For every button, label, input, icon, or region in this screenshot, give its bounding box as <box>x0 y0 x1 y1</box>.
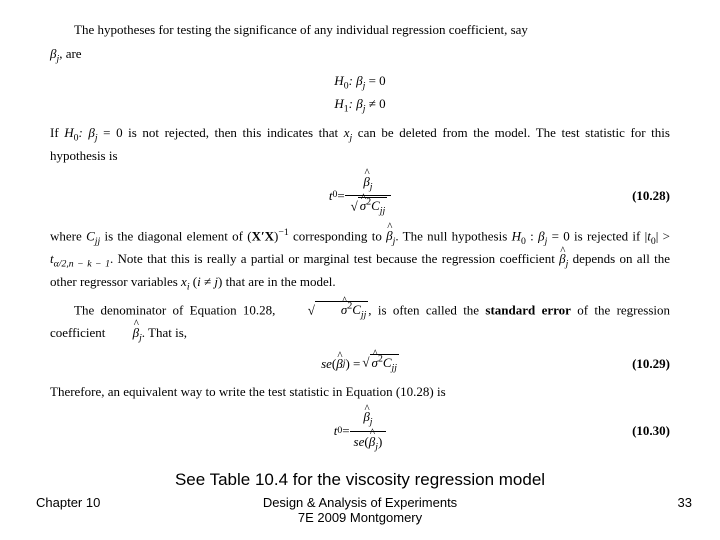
equation-10-29: se(βj) = √σ2Cjj (10.29) <box>50 352 670 376</box>
text: : <box>526 228 538 243</box>
footer-chapter: Chapter 10 <box>36 495 100 510</box>
text: = 0 is not rejected, then this indicates… <box>98 125 344 140</box>
sym: : β <box>349 96 363 111</box>
h1-line: H1: βj ≠ 0 <box>50 94 670 117</box>
sqrt: √σ2Cjj <box>282 300 369 324</box>
text: ) = <box>345 354 360 374</box>
fraction: βj se(βj) <box>350 407 387 454</box>
sym: : β <box>349 73 363 88</box>
text: Therefore, an equivalent way to write th… <box>50 384 446 399</box>
paragraph-3: where Cjj is the diagonal element of (X′… <box>50 226 670 296</box>
sym: C <box>352 302 361 317</box>
sym: X′X <box>252 228 274 243</box>
slide-footer: Chapter 10 Design & Analysis of Experime… <box>0 495 720 526</box>
footer-page-number: 33 <box>678 495 692 510</box>
text: where <box>50 228 86 243</box>
sym: β <box>336 354 342 374</box>
sym: σ <box>372 353 378 373</box>
equation-10-30: t0 = βj se(βj) (10.30) <box>50 407 670 454</box>
sqrt: √σ2Cjj <box>360 352 399 376</box>
sym: se <box>354 434 365 449</box>
paragraph-4: The denominator of Equation 10.28, √σ2Cj… <box>50 300 670 347</box>
footer-title: Design & Analysis of Experiments <box>263 495 457 510</box>
footer-center: Design & Analysis of Experiments 7E 2009… <box>0 495 720 526</box>
text: = 0 is rejected if | <box>547 228 647 243</box>
term-bold: standard error <box>485 302 571 317</box>
footer-subtitle: 7E 2009 Montgomery <box>298 510 422 525</box>
paragraph-1b: βj, are <box>50 44 670 67</box>
paragraph-2: If H0: βj = 0 is not rejected, then this… <box>50 123 670 166</box>
sym: : β <box>79 125 95 140</box>
sym: C <box>383 355 392 370</box>
sym: C <box>371 198 380 213</box>
fraction: βj √σ2Cjj <box>345 172 392 220</box>
sym: β <box>109 323 139 343</box>
equation-number: (10.28) <box>632 186 670 206</box>
sub: j <box>375 441 378 452</box>
text: . That is, <box>142 325 187 340</box>
sym: β <box>386 226 392 246</box>
text: = <box>337 186 344 206</box>
slide-body: The hypotheses for testing the significa… <box>0 0 720 492</box>
text: = <box>342 421 349 441</box>
text: ≠ 0 <box>365 96 385 111</box>
sym: H <box>334 96 343 111</box>
text: The hypotheses for testing the significa… <box>74 22 528 37</box>
paragraph-1: The hypotheses for testing the significa… <box>50 20 670 40</box>
text: = 0 <box>365 73 385 88</box>
equation-10-28: t0 = βj √σ2Cjj (10.28) <box>50 172 670 220</box>
text: If <box>50 125 64 140</box>
sym: β <box>369 432 375 452</box>
sym: C <box>86 228 95 243</box>
sub: jj <box>361 309 366 320</box>
text: The denominator of Equation 10.28, <box>74 302 282 317</box>
text: . The null hypothesis <box>395 228 511 243</box>
sym: H <box>512 228 521 243</box>
text: | > <box>656 228 670 243</box>
sym: β <box>363 172 369 192</box>
hypotheses: H0: βj = 0 H1: βj ≠ 0 <box>50 71 670 117</box>
sym: σ <box>360 196 366 216</box>
text: , are <box>59 46 81 61</box>
text: is the diagonal element of ( <box>100 228 251 243</box>
sub: jj <box>380 206 385 217</box>
sym: H <box>334 73 343 88</box>
sym: σ <box>317 300 347 320</box>
sym: i ≠ j <box>197 274 218 289</box>
text: . Note that this is really a partial or … <box>110 251 559 266</box>
text: corresponding to <box>289 228 386 243</box>
sym: β <box>363 407 369 427</box>
text: ) that are in the model. <box>218 274 336 289</box>
h0-line: H0: βj = 0 <box>50 71 670 94</box>
equation-number: (10.29) <box>632 354 670 374</box>
sym: se <box>321 354 332 374</box>
sym: β <box>559 249 565 269</box>
sqrt: √σ2Cjj <box>349 196 388 220</box>
paragraph-5: Therefore, an equivalent way to write th… <box>50 382 670 402</box>
caption-text: See Table 10.4 for the viscosity regress… <box>50 467 670 493</box>
sub: j <box>370 181 373 192</box>
equation-number: (10.30) <box>632 421 670 441</box>
sub: α/2,n − k − 1 <box>54 259 110 270</box>
sym: H <box>64 125 73 140</box>
text: ( <box>190 274 198 289</box>
text: , is often called the <box>368 302 485 317</box>
sub: jj <box>392 362 397 373</box>
sup: −1 <box>278 227 288 238</box>
